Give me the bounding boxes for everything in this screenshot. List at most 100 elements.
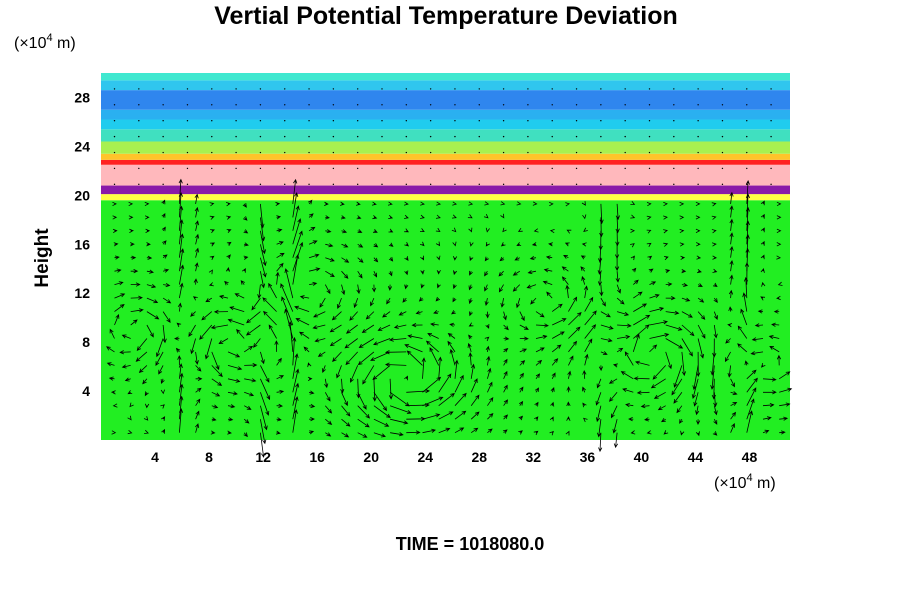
vector-arrow-122: [210, 229, 215, 234]
vector-arrow-453: [519, 372, 524, 380]
vector-arrow-256: [336, 365, 342, 379]
vector-arrow-412: [468, 201, 474, 206]
vector-arrow-240: [314, 338, 326, 343]
vector-arrow-305: [390, 432, 404, 437]
vector-arrow-373: [435, 241, 441, 247]
vector-arrow-737: [776, 354, 782, 366]
vector-dot-901: [624, 104, 626, 106]
vector-arrow-456: [519, 336, 529, 341]
vector-arrow-124: [209, 202, 215, 207]
vector-arrow-399: [470, 363, 476, 379]
vector-arrow-18: [127, 415, 132, 421]
vector-arrow-343: [422, 396, 444, 407]
vector-dot-754: [113, 104, 116, 106]
vector-arrow-678: [730, 422, 735, 433]
vector-arrow-58: [158, 365, 164, 375]
vector-dot-793: [259, 151, 262, 154]
vector-arrow-289: [373, 405, 391, 419]
vector-dot-812: [332, 183, 335, 186]
vector-arrow-539: [598, 365, 604, 372]
vector-arrow-170: [246, 311, 261, 324]
vector-arrow-4: [106, 362, 115, 367]
vector-arrow-457: [519, 324, 529, 330]
vector-dot-834: [405, 167, 408, 170]
vector-dot-882: [575, 183, 578, 186]
vector-arrow-109: [211, 404, 219, 409]
vector-arrow-312: [373, 338, 391, 346]
plot-area: [101, 73, 793, 458]
vector-arrow-89: [195, 423, 200, 433]
vector-arrow-409: [469, 241, 474, 247]
vector-dot-944: [770, 88, 772, 90]
vector-dot-799: [284, 167, 286, 170]
vector-arrow-68: [161, 226, 166, 232]
vector-dot-907: [648, 120, 651, 122]
vector-arrow-389: [453, 270, 458, 276]
vector-arrow-563: [616, 284, 621, 294]
vector-arrow-37: [144, 403, 150, 409]
vector-arrow-551: [599, 203, 604, 225]
vector-arrow-247: [325, 243, 334, 248]
vector-arrow-249: [325, 215, 330, 220]
vector-dot-909: [648, 88, 651, 90]
vector-arrow-633: [681, 311, 693, 318]
vector-arrow-534: [598, 432, 603, 453]
vector-arrow-402: [468, 334, 473, 340]
vector-arrow-694: [729, 205, 734, 218]
vector-arrow-184: [276, 357, 282, 366]
vector-arrow-352: [420, 283, 425, 289]
vector-arrow-546: [597, 271, 603, 287]
vector-dot-876: [551, 167, 553, 170]
vector-arrow-301: [373, 243, 379, 248]
vector-arrow-580: [633, 291, 643, 299]
vector-arrow-625: [679, 418, 684, 424]
vector-dot-921: [697, 120, 699, 122]
vector-arrow-286: [355, 201, 361, 206]
vector-arrow-362: [438, 373, 452, 393]
vector-arrow-57: [160, 378, 165, 384]
vector-arrow-34: [128, 201, 134, 207]
band-0: [101, 200, 790, 440]
vector-arrow-585: [630, 228, 636, 233]
vector-arrow-50: [145, 228, 151, 233]
vector-arrow-306: [390, 418, 409, 425]
vector-arrow-29: [130, 269, 139, 274]
band-1: [101, 194, 790, 201]
vector-arrow-699: [746, 377, 758, 393]
vector-dot-760: [138, 120, 140, 122]
vector-arrow-558: [616, 347, 624, 353]
vector-dot-924: [721, 183, 724, 186]
band-11: [101, 80, 790, 91]
vector-dot-942: [770, 120, 772, 122]
vector-arrow-272: [357, 392, 367, 410]
vector-dot-776: [186, 88, 189, 90]
vector-dot-920: [697, 135, 699, 138]
vector-arrow-481: [533, 228, 539, 233]
vector-arrow-491: [552, 318, 567, 326]
vector-arrow-30: [130, 255, 137, 260]
vector-dot-859: [478, 104, 480, 106]
y-tick-label-16: 16: [74, 236, 90, 252]
vector-arrow-465: [516, 201, 522, 206]
vector-arrow-570: [630, 430, 636, 435]
vector-arrow-22: [121, 364, 131, 369]
vector-arrow-93: [195, 376, 203, 381]
vector-arrow-462: [514, 256, 520, 261]
vector-arrow-594: [649, 344, 658, 353]
vector-arrow-504: [567, 370, 572, 379]
vector-arrow-385: [449, 322, 456, 327]
vector-dot-816: [332, 120, 335, 122]
vector-arrow-500: [565, 430, 570, 436]
vector-arrow-596: [649, 320, 669, 326]
vector-arrow-281: [357, 270, 363, 279]
vector-dot-789: [235, 104, 237, 106]
vector-dot-941: [770, 135, 772, 138]
x-tick-label-8: 8: [205, 449, 213, 465]
vector-arrow-629: [673, 365, 683, 388]
vector-arrow-416: [487, 381, 493, 393]
vector-arrow-55: [160, 404, 165, 409]
vector-dot-755: [113, 88, 116, 90]
vector-arrow-162: [260, 419, 267, 445]
vector-arrow-383: [447, 340, 456, 353]
vector-arrow-708: [745, 247, 750, 272]
